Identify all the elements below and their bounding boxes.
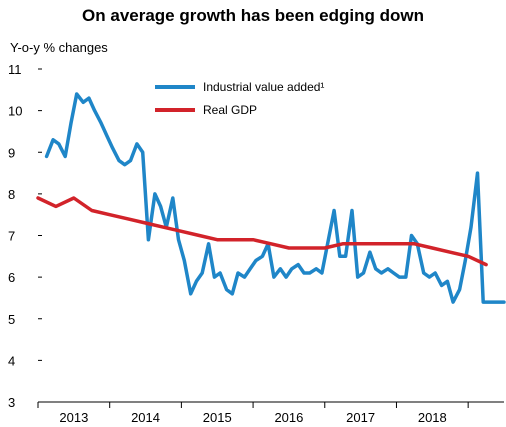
series-line-industrial-value-added bbox=[44, 92, 506, 304]
y-axis-label: Y-o-y % changes bbox=[10, 40, 108, 55]
legend-label: Industrial value added¹ bbox=[203, 80, 324, 94]
x-tick-label: 2013 bbox=[59, 410, 88, 425]
x-tick-label: 2017 bbox=[346, 410, 375, 425]
x-tick-label: 2016 bbox=[274, 410, 303, 425]
y-tick-label: 8 bbox=[8, 187, 15, 202]
y-tick-label: 6 bbox=[8, 270, 15, 285]
y-tick-label: 3 bbox=[8, 395, 15, 410]
series-line-real-gdp bbox=[36, 196, 488, 267]
x-tick-label: 2015 bbox=[203, 410, 232, 425]
x-tick-label: 2018 bbox=[418, 410, 447, 425]
y-tick-label: 7 bbox=[8, 229, 15, 244]
legend-label: Real GDP bbox=[203, 103, 257, 117]
x-tick-label: 2014 bbox=[131, 410, 160, 425]
y-tick-label: 10 bbox=[8, 104, 22, 119]
y-tick-label: 4 bbox=[8, 353, 15, 368]
chart-title: On average growth has been edging down bbox=[82, 6, 424, 25]
y-tick-label: 9 bbox=[8, 145, 15, 160]
y-tick-label: 5 bbox=[8, 312, 15, 327]
y-tick-label: 11 bbox=[8, 62, 22, 77]
